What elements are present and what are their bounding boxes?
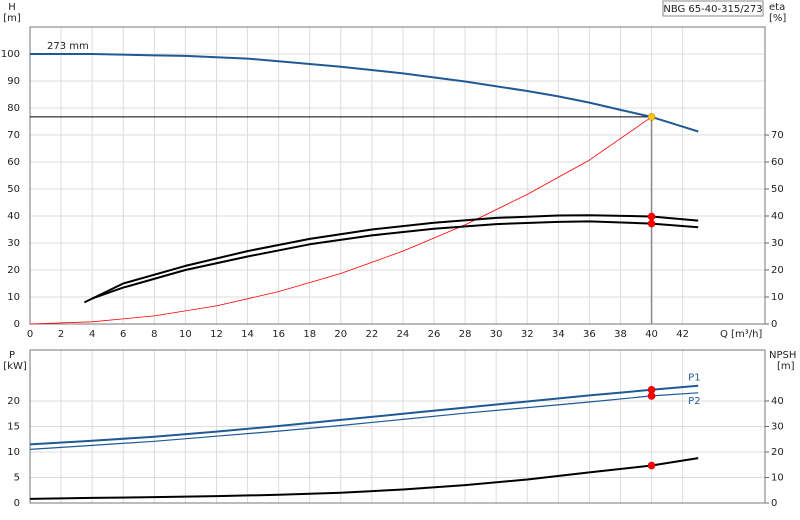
y-tick-label: 20	[7, 265, 20, 276]
duty-point	[647, 212, 656, 221]
y2-tick-label: 20	[771, 447, 784, 458]
duty-point	[647, 113, 656, 121]
x-tick-label: 38	[614, 329, 627, 340]
y2-tick-label: 20	[771, 265, 784, 276]
y-tick-label: 90	[7, 76, 20, 87]
duty-point	[647, 219, 656, 228]
y2-tick-label: 50	[771, 184, 784, 195]
y2-axis-unit: [m]	[777, 361, 795, 372]
x-tick-label: 2	[58, 329, 64, 340]
x-tick-label: 36	[583, 329, 596, 340]
x-tick-label: 18	[303, 329, 316, 340]
y-axis-unit: [m]	[3, 13, 21, 24]
y-tick-label: 40	[7, 211, 20, 222]
series-line	[83, 214, 699, 304]
y2-tick-label: 70	[771, 130, 784, 141]
series-line	[29, 457, 699, 500]
title-box	[662, 0, 764, 17]
y-tick-label: 0	[14, 498, 20, 509]
x-tick-label: 6	[120, 329, 126, 340]
y-tick-label: 5	[14, 473, 20, 484]
x-tick-label: 32	[521, 329, 534, 340]
y2-axis-label: eta	[769, 2, 785, 13]
y-tick-label: 100	[1, 49, 20, 60]
y-axis-label: H	[8, 2, 16, 13]
y-tick-label: 0	[14, 319, 20, 330]
y-axis-unit: [kW]	[3, 361, 27, 372]
y-tick-label: 15	[7, 422, 20, 433]
y-tick-label: 60	[7, 157, 20, 168]
x-tick-label: 28	[459, 329, 472, 340]
y-tick-label: 70	[7, 130, 20, 141]
x-tick-label: 24	[397, 329, 410, 340]
x-tick-label: 40	[645, 329, 658, 340]
series-line	[30, 53, 699, 133]
series-label: P2	[688, 396, 700, 407]
x-tick-label: 12	[210, 329, 223, 340]
y-tick-label: 10	[7, 292, 20, 303]
series-line	[91, 220, 699, 300]
series-line	[29, 392, 699, 450]
x-tick-label: 20	[334, 329, 347, 340]
y-tick-label: 30	[7, 238, 20, 249]
series-line	[29, 116, 652, 325]
duty-point	[647, 461, 656, 470]
series-label: 273 mm	[47, 41, 89, 52]
y2-tick-label: 0	[771, 498, 777, 509]
y-tick-label: 10	[7, 447, 20, 458]
x-tick-label: 0	[27, 329, 33, 340]
y2-tick-label: 40	[771, 396, 784, 407]
x-axis-label: Q [m³/h]	[720, 329, 762, 340]
x-tick-label: 26	[428, 329, 441, 340]
x-tick-label: 42	[676, 329, 689, 340]
y-tick-label: 80	[7, 103, 20, 114]
y2-tick-label: 60	[771, 157, 784, 168]
chart-title: NBG 65-40-315/273	[663, 4, 762, 15]
x-tick-label: 10	[179, 329, 192, 340]
y-axis-label: P	[9, 350, 15, 361]
x-tick-label: 22	[365, 329, 378, 340]
plot-border	[29, 349, 766, 504]
x-tick-label: 16	[272, 329, 285, 340]
x-tick-label: 4	[89, 329, 95, 340]
duty-point	[647, 392, 656, 400]
y2-tick-label: 10	[771, 473, 784, 484]
y2-axis-unit: [%]	[769, 13, 786, 24]
y-tick-label: 50	[7, 184, 20, 195]
series-label: P1	[688, 373, 700, 384]
x-tick-label: 34	[552, 329, 565, 340]
y2-tick-label: 30	[771, 422, 784, 433]
y2-tick-label: 10	[771, 292, 784, 303]
x-tick-label: 30	[490, 329, 503, 340]
y2-axis-label: NPSH	[769, 350, 796, 361]
plot-border	[29, 26, 766, 325]
y-tick-label: 20	[7, 396, 20, 407]
series-line	[29, 384, 699, 446]
y2-tick-label: 0	[771, 319, 777, 330]
x-tick-label: 8	[151, 329, 157, 340]
y2-tick-label: 40	[771, 211, 784, 222]
y2-tick-label: 30	[771, 238, 784, 249]
x-tick-label: 14	[241, 329, 254, 340]
